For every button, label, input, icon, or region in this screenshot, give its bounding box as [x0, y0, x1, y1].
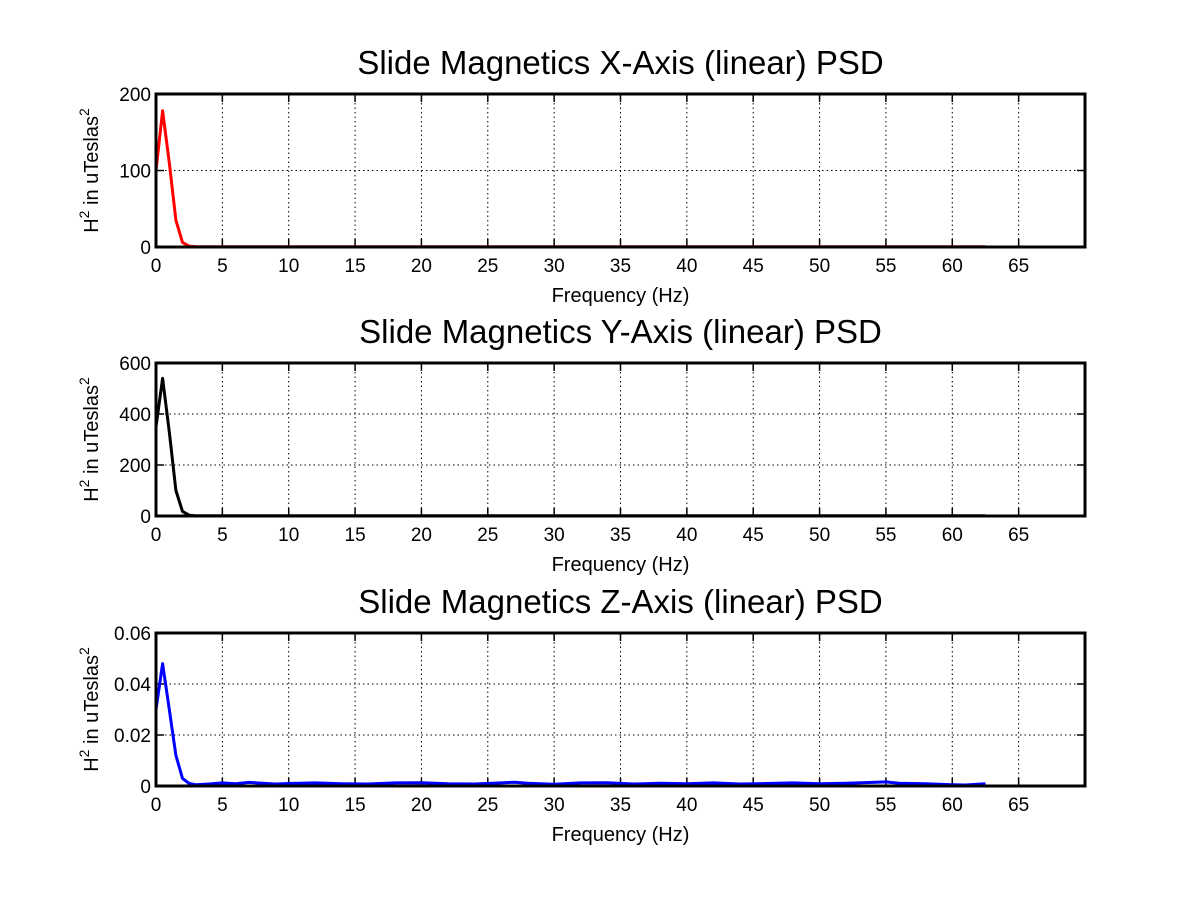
x-axis-label: Frequency (Hz) — [552, 285, 690, 307]
chart-title: Slide Magnetics Z-Axis (linear) PSD — [358, 583, 883, 620]
x-tick-label: 60 — [942, 525, 963, 546]
y-axis-label: H2 in uTeslas2 — [76, 108, 103, 233]
x-tick-label: 15 — [345, 256, 366, 277]
y-tick-label: 0 — [140, 777, 151, 798]
x-tick-label: 10 — [278, 525, 299, 546]
x-tick-label: 45 — [743, 525, 764, 546]
x-tick-label: 5 — [217, 256, 228, 277]
x-tick-label: 40 — [676, 795, 697, 816]
axes-frame — [154, 631, 1087, 788]
x-tick-label: 30 — [544, 256, 565, 277]
x-tick-label: 25 — [477, 525, 498, 546]
x-tick-label: 35 — [610, 256, 631, 277]
y-tick-label: 0.04 — [114, 675, 151, 696]
x-tick-label: 65 — [1008, 256, 1029, 277]
x-tick-label: 25 — [477, 256, 498, 277]
subplot-y-axis: Slide Magnetics Y-Axis (linear) PSD 0 5 10 1… — [76, 313, 1087, 576]
x-tick-label: 5 — [217, 525, 228, 546]
x-tick-label: 20 — [411, 795, 432, 816]
psd-series-line — [154, 662, 986, 787]
x-tick-label: 25 — [477, 795, 498, 816]
x-tick-label: 0 — [151, 256, 162, 277]
x-tick-label: 50 — [809, 256, 830, 277]
subplot-z-axis: Slide Magnetics Z-Axis (linear) PSD 0 5 10 1… — [76, 583, 1087, 846]
y-tick-label: 200 — [119, 456, 151, 477]
y-tick-label: 200 — [119, 85, 151, 106]
x-tick-label: 30 — [544, 795, 565, 816]
x-tick-label: 40 — [676, 525, 697, 546]
x-tick-label: 5 — [217, 795, 228, 816]
x-tick-label: 55 — [875, 256, 896, 277]
axes-frame — [154, 92, 1087, 249]
y-tick-label: 600 — [119, 354, 151, 375]
x-tick-label: 35 — [610, 525, 631, 546]
y-axis-label: H2 in uTeslas2 — [76, 647, 103, 772]
x-tick-label: 45 — [743, 795, 764, 816]
x-tick-label: 65 — [1008, 795, 1029, 816]
x-tick-label: 0 — [151, 525, 162, 546]
x-axis-label: Frequency (Hz) — [552, 824, 690, 846]
axes-frame — [154, 361, 1087, 518]
x-tick-label: 0 — [151, 795, 162, 816]
chart-title: Slide Magnetics X-Axis (linear) PSD — [357, 44, 883, 81]
x-tick-label: 55 — [875, 525, 896, 546]
x-tick-label: 60 — [942, 256, 963, 277]
x-tick-label: 20 — [411, 256, 432, 277]
x-tick-label: 65 — [1008, 525, 1029, 546]
chart-title: Slide Magnetics Y-Axis (linear) PSD — [359, 313, 882, 350]
x-tick-label: 15 — [345, 795, 366, 816]
y-tick-label: 0.06 — [114, 624, 151, 645]
y-tick-label: 400 — [119, 405, 151, 426]
x-tick-label: 55 — [875, 795, 896, 816]
x-tick-label: 15 — [345, 525, 366, 546]
x-tick-label: 20 — [411, 525, 432, 546]
x-tick-label: 40 — [676, 256, 697, 277]
y-axis-label: H2 in uTeslas2 — [76, 377, 103, 502]
x-tick-label: 60 — [942, 795, 963, 816]
x-tick-label: 10 — [278, 256, 299, 277]
x-axis-label: Frequency (Hz) — [552, 554, 690, 576]
x-tick-label: 10 — [278, 795, 299, 816]
x-tick-label: 35 — [610, 795, 631, 816]
y-tick-label: 0 — [140, 238, 151, 259]
y-tick-label: 0.02 — [114, 726, 151, 747]
y-tick-label: 100 — [119, 162, 151, 183]
x-tick-label: 50 — [809, 795, 830, 816]
x-tick-label: 45 — [743, 256, 764, 277]
x-tick-label: 30 — [544, 525, 565, 546]
y-tick-label: 0 — [140, 507, 151, 528]
subplot-x-axis: Slide Magnetics X-Axis (linear) PSD 0 5 10 1… — [76, 44, 1087, 307]
x-tick-label: 50 — [809, 525, 830, 546]
